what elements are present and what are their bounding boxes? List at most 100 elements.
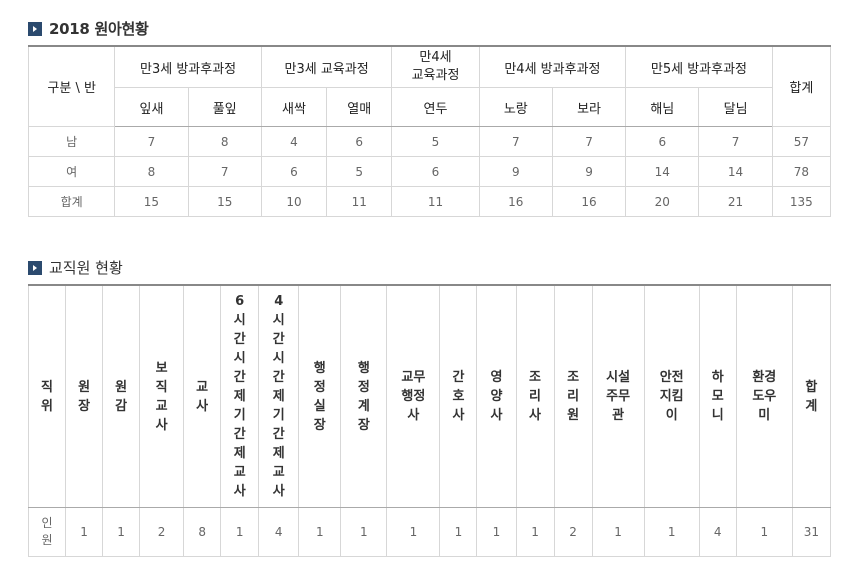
- row-label: 여: [27, 156, 116, 187]
- staff-header: 조리사: [515, 284, 555, 508]
- table-row: 인원 1 1 2 8 1 4 1 1 1 1 1 1 2 1 1 4 1 31: [27, 507, 832, 557]
- staff-header: 4시간시간제기간제교사: [258, 284, 300, 508]
- cell: 9: [551, 156, 627, 187]
- class-header: 달님: [698, 87, 773, 127]
- cell: 5: [326, 156, 393, 187]
- staff-header: 교무행정사: [386, 284, 441, 508]
- staff-header: 환경도우미: [735, 284, 793, 508]
- cell: 5: [391, 126, 480, 157]
- square-arrow-icon: [28, 260, 42, 275]
- cell: 15: [114, 186, 189, 217]
- cell: 1: [439, 507, 478, 557]
- group-header: 만3세 방과후과정: [114, 45, 262, 88]
- staff-header: 행정계장: [340, 284, 388, 508]
- cell: 7: [551, 126, 627, 157]
- cell: 1: [386, 507, 441, 557]
- square-arrow-icon: [28, 21, 42, 36]
- cell: 1: [735, 507, 793, 557]
- row-label: 남: [27, 126, 116, 157]
- cell: 1: [65, 507, 104, 557]
- class-header: 노랑: [478, 87, 553, 127]
- cell: 7: [187, 156, 262, 187]
- staff-header: 원장: [65, 284, 104, 508]
- cell: 14: [698, 156, 773, 187]
- table-row: 남 7 8 4 6 5 7 7 6 7 57: [27, 126, 832, 157]
- cell: 2: [139, 507, 185, 557]
- cell: 8: [183, 507, 222, 557]
- staff-header: 원감: [102, 284, 141, 508]
- cell: 11: [326, 186, 393, 217]
- cell: 2: [553, 507, 593, 557]
- class-header: 해님: [625, 87, 700, 127]
- staff-header: 간호사: [439, 284, 478, 508]
- staff-header: 시설주무관: [591, 284, 645, 508]
- cell: 6: [391, 156, 480, 187]
- cell: 9: [478, 156, 553, 187]
- row-total: 135: [771, 186, 832, 217]
- cell: 16: [551, 186, 627, 217]
- cell: 1: [643, 507, 700, 557]
- cell: 16: [478, 186, 553, 217]
- staff-header: 안전지킴이: [643, 284, 700, 508]
- cell: 1: [476, 507, 517, 557]
- staff-header: 교사: [183, 284, 222, 508]
- table-row: 합계 15 15 10 11 11 16 16 20 21 135: [27, 186, 832, 217]
- cell: 8: [187, 126, 262, 157]
- staff-header: 영양사: [476, 284, 517, 508]
- staff-header: 직위: [27, 284, 67, 508]
- section-title-enrollment: 2018 원아현황: [28, 18, 149, 39]
- row-total: 57: [771, 126, 832, 157]
- section-title-staff: 교직원 현황: [28, 257, 123, 278]
- cell: 6: [326, 126, 393, 157]
- cell: 7: [478, 126, 553, 157]
- staff-header: 보직교사: [139, 284, 185, 508]
- cell: 4: [258, 507, 300, 557]
- staff-title: 교직원 현황: [49, 259, 123, 277]
- staff-header: 합계: [791, 284, 832, 508]
- cell: 20: [625, 186, 700, 217]
- cell: 21: [698, 186, 773, 217]
- staff-header: 행정실장: [298, 284, 342, 508]
- class-header: 새싹: [260, 87, 328, 127]
- cell: 1: [591, 507, 645, 557]
- cell: 15: [187, 186, 262, 217]
- cell: 4: [260, 126, 328, 157]
- class-header: 잎새: [114, 87, 189, 127]
- division-header: 구분 \ 반: [27, 45, 116, 127]
- cell: 4: [698, 507, 737, 557]
- row-label: 합계: [27, 186, 116, 217]
- enrollment-table: 구분 \ 반 만3세 방과후과정 만3세 교육과정 만4세 교육과정 만4세 방…: [27, 45, 832, 217]
- cell: 1: [298, 507, 342, 557]
- staff-header-row: 직위 원장 원감 보직교사 교사 6시간시간제기간제교사 4시간시간제기간제교사…: [27, 284, 832, 508]
- cell: 1: [102, 507, 141, 557]
- cell: 6: [625, 126, 700, 157]
- group-header: 만4세 방과후과정: [478, 45, 627, 88]
- group-header: 만5세 방과후과정: [625, 45, 773, 88]
- cell: 8: [114, 156, 189, 187]
- total-header: 합계: [771, 45, 832, 127]
- row-label: 인원: [27, 507, 67, 557]
- cell: 1: [515, 507, 555, 557]
- cell: 11: [391, 186, 480, 217]
- table-row: 여 8 7 6 5 6 9 9 14 14 78: [27, 156, 832, 187]
- group-header: 만4세 교육과정: [391, 45, 480, 88]
- class-header: 보라: [551, 87, 627, 127]
- cell: 7: [114, 126, 189, 157]
- cell: 1: [340, 507, 388, 557]
- cell: 10: [260, 186, 328, 217]
- cell: 7: [698, 126, 773, 157]
- row-total: 31: [791, 507, 832, 557]
- staff-table: 직위 원장 원감 보직교사 교사 6시간시간제기간제교사 4시간시간제기간제교사…: [27, 284, 832, 557]
- row-total: 78: [771, 156, 832, 187]
- staff-header: 하모니: [698, 284, 737, 508]
- cell: 14: [625, 156, 700, 187]
- class-header: 풀잎: [187, 87, 262, 127]
- enrollment-title: 2018 원아현황: [49, 20, 149, 38]
- cell: 1: [220, 507, 260, 557]
- staff-header: 조리원: [553, 284, 593, 508]
- cell: 6: [260, 156, 328, 187]
- staff-header: 6시간시간제기간제교사: [220, 284, 260, 508]
- group-header: 만3세 교육과정: [260, 45, 393, 88]
- class-header: 열매: [326, 87, 393, 127]
- class-header: 연두: [391, 87, 480, 127]
